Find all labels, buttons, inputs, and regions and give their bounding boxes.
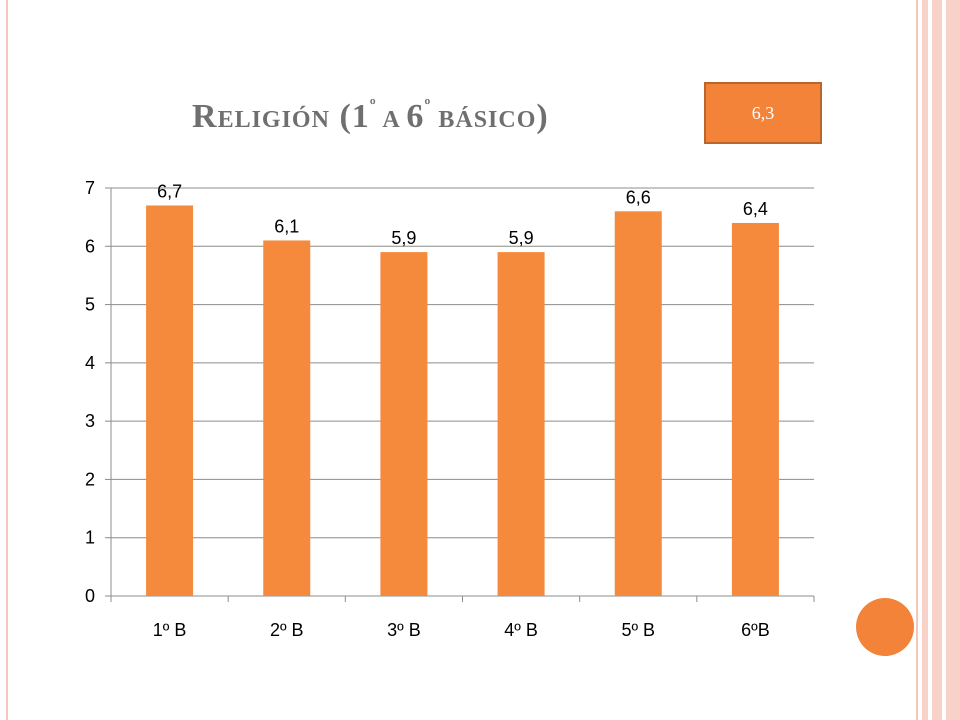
x-tick-label: 3º B <box>387 620 421 640</box>
bar <box>731 222 779 596</box>
y-tick-label: 3 <box>85 411 95 431</box>
bar <box>380 252 428 596</box>
bar <box>497 252 545 596</box>
y-tick-label: 4 <box>85 353 95 373</box>
data-label: 6,1 <box>274 216 299 236</box>
title-paren-open: (1 <box>329 98 370 135</box>
x-tick-label: 6ºB <box>741 620 770 640</box>
y-tick-label: 1 <box>85 528 95 548</box>
title-six: 6 <box>406 98 425 135</box>
right-decor-band <box>918 0 960 720</box>
y-tick-label: 0 <box>85 586 95 606</box>
data-label: 5,9 <box>509 228 534 248</box>
title-cap: R <box>192 98 218 135</box>
x-tick-label: 5º B <box>621 620 655 640</box>
data-label: 5,9 <box>391 228 416 248</box>
decorative-circle <box>856 598 914 656</box>
frame-right-line <box>916 0 918 720</box>
data-label: 6,6 <box>626 187 651 207</box>
bar <box>263 240 311 596</box>
title-paren-close: ) <box>536 98 549 135</box>
title-basico: BÁSICO <box>431 107 537 133</box>
average-badge-value: 6,3 <box>751 102 775 123</box>
x-tick-label: 1º B <box>153 620 187 640</box>
slide-title: RELIGIÓN (1º A 6º BÁSICO) <box>192 94 752 136</box>
average-badge: 6,3 <box>704 82 822 144</box>
bar <box>614 211 662 597</box>
title-sup-2: º <box>424 94 432 115</box>
y-tick-label: 2 <box>85 469 95 489</box>
frame-left-line <box>6 0 8 720</box>
bar <box>146 205 194 596</box>
y-tick-label: 6 <box>85 236 95 256</box>
x-tick-label: 2º B <box>270 620 304 640</box>
title-a: A <box>376 107 407 133</box>
title-rest: ELIGIÓN <box>217 107 330 133</box>
x-tick-label: 4º B <box>504 620 538 640</box>
data-label: 6,4 <box>743 199 768 219</box>
y-tick-label: 7 <box>85 178 95 198</box>
data-label: 6,7 <box>157 181 182 201</box>
title-sup-1: º <box>369 94 377 115</box>
y-tick-label: 5 <box>85 295 95 315</box>
